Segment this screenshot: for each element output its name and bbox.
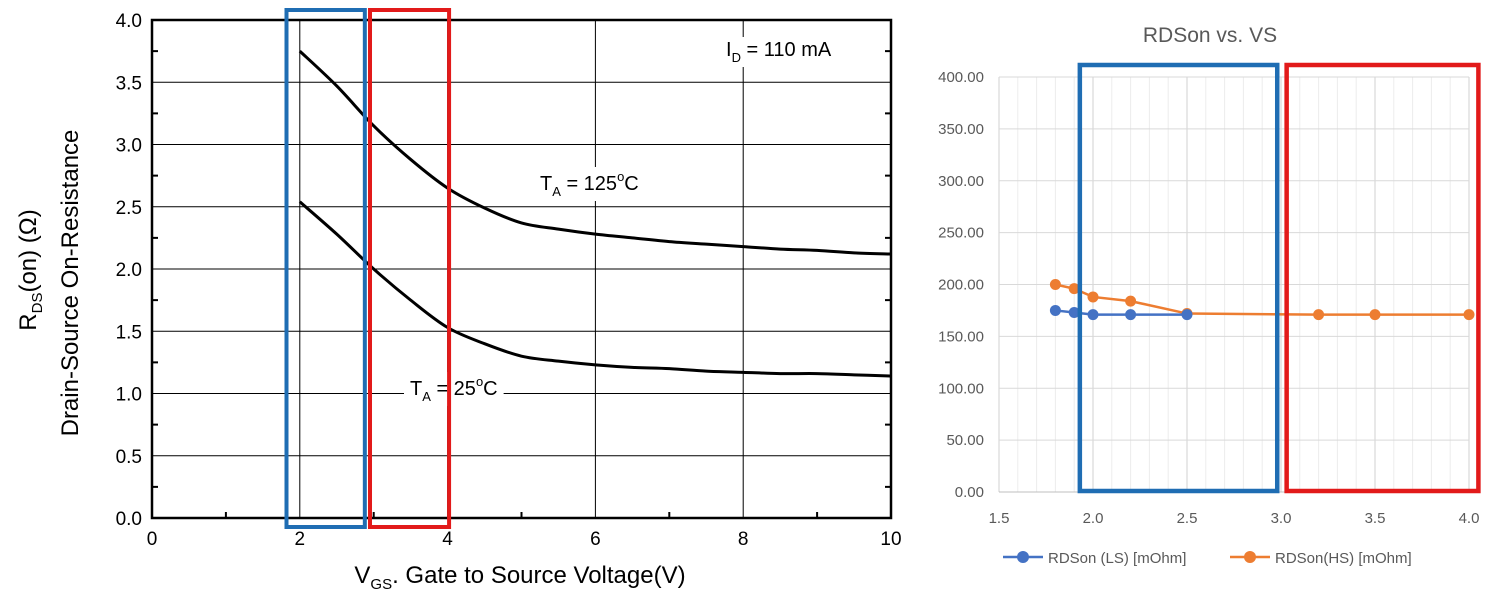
right-y-tick-label: 50.00 [946,432,984,449]
left-curves [298,50,892,378]
right-series [1049,279,1475,321]
left-y-tick-label: 0.0 [116,509,142,530]
left-y-label-sub: DS [29,293,46,314]
left-y-tick-label: 3.0 [116,136,142,157]
left-highlight-boxes [284,8,452,529]
right-highlight-boxes [1077,62,1481,494]
left-x-tick-label: 8 [738,529,749,550]
left-x-label-sub: GS [370,576,392,593]
right-y-tick-label: 350.00 [938,121,984,138]
right-red-highlight-box [1284,62,1481,494]
series-point-ls [1181,309,1193,321]
left-red-highlight-box [368,8,452,529]
left-grid [151,19,892,519]
right-y-tick-label: 400.00 [938,69,984,86]
right-x-tick-label: 2.5 [1177,510,1198,527]
t25-unit: C [483,378,497,400]
left-minor-ticks [152,50,891,518]
series-point-hs [1463,309,1475,321]
right-y-tick-label: 100.00 [938,380,984,397]
series-point-ls [1049,304,1061,316]
series-point-hs [1369,309,1381,321]
curve-25c [298,200,892,378]
t125-sup: o [617,169,624,184]
t125-annotation-background [534,167,645,201]
left-x-label-main: V [354,562,370,589]
right-y-tick-label: 200.00 [938,277,984,294]
t125-main: T [540,173,552,195]
right-x-tick-label: 2.0 [1083,510,1104,527]
left-y-tick-label: 0.5 [116,447,142,468]
series-point-ls [1125,309,1137,321]
legend-swatch-ls-marker [1017,551,1029,563]
right-y-tick-label: 150.00 [938,328,984,345]
id-annotation-main: I [726,39,732,61]
right-chart-title: RDSon vs. VS [1143,24,1277,47]
left-x-axis-label: VGS. Gate to Source Voltage(V) [354,562,685,593]
right-x-tick-label: 1.5 [989,510,1010,527]
t125-sub: A [552,184,561,199]
left-y-label-rest: (on) (Ω) [15,209,42,292]
left-y-tick-labels: 0.0 0.5 1.0 1.5 2.0 2.5 3.0 3.5 4.0 [116,11,142,530]
right-legend: RDSon (LS) [mOhm] RDSon(HS) [mOhm] [1003,550,1412,567]
left-y-label-r: R [15,313,42,330]
series-point-hs [1313,309,1325,321]
left-y-tick-label: 1.5 [116,322,142,343]
left-y-axis-label-line1: RDS(on) (Ω) [15,209,46,330]
right-blue-highlight-box [1077,62,1280,494]
t125-annotation: TA = 125oC [540,169,639,199]
t125-rest: = 125 [561,173,617,195]
series-point-hs [1068,283,1080,295]
left-y-tick-label: 2.0 [116,260,142,281]
id-annotation-background [720,37,838,67]
left-y-tick-label: 3.5 [116,73,142,94]
left-y-tick-label: 1.0 [116,385,142,406]
left-x-tick-label: 0 [147,529,158,550]
left-blue-highlight-box [284,8,367,529]
t25-main: T [410,378,422,400]
t25-annotation: TA = 25oC [410,374,498,404]
right-chart: RDSon vs. VS 0.00 50.00 100.00 150.00 200.00… [938,24,1481,567]
t25-sub: A [422,389,431,404]
right-x-tick-label: 3.0 [1271,510,1292,527]
curve-125c [298,50,892,256]
id-annotation-rest: = 110 mA [741,39,832,61]
id-annotation: ID = 110 mA [726,39,832,65]
t25-sup: o [476,374,483,389]
id-annotation-sub: D [732,50,741,65]
left-x-tick-label: 2 [295,529,306,550]
legend-item-hs: RDSon(HS) [mOhm] [1230,550,1412,567]
left-x-tick-label: 4 [442,529,453,550]
legend-label-hs: RDSon(HS) [mOhm] [1275,550,1412,567]
legend-swatch-hs-marker [1244,551,1256,563]
right-y-tick-label: 300.00 [938,173,984,190]
series-point-hs [1125,295,1137,307]
series-point-ls [1068,307,1080,319]
left-x-tick-labels: 0 2 4 6 8 10 [147,529,902,550]
left-x-tick-label: 6 [590,529,601,550]
right-x-tick-label: 4.0 [1459,510,1480,527]
series-point-ls [1087,309,1099,321]
t125-unit: C [624,173,638,195]
legend-label-ls: RDSon (LS) [mOhm] [1048,550,1186,567]
left-chart: 0.0 0.5 1.0 1.5 2.0 2.5 3.0 3.5 4.0 0 2 4 6 8 10 ID =… [15,8,902,593]
right-y-tick-labels: 0.00 50.00 100.00 150.00 200.00 250.00 300.00 3… [938,69,984,501]
right-y-tick-label: 0.00 [955,484,984,501]
right-x-tick-labels: 1.5 2.0 2.5 3.0 3.5 4.0 [989,510,1480,527]
right-x-tick-label: 3.5 [1365,510,1386,527]
t25-rest: = 25 [431,378,476,400]
right-grid [998,76,1470,493]
left-y-tick-label: 2.5 [116,198,142,219]
series-point-hs [1049,279,1061,290]
legend-item-ls: RDSon (LS) [mOhm] [1003,550,1186,567]
left-y-tick-label: 4.0 [116,11,142,32]
left-x-tick-label: 10 [880,529,901,550]
left-y-axis-label-line2: Drain-Source On-Resistance [57,130,84,437]
series-point-hs [1087,291,1099,303]
t25-annotation-background [404,372,504,406]
right-y-tick-label: 250.00 [938,225,984,242]
left-x-label-rest: . Gate to Source Voltage(V) [392,562,686,589]
